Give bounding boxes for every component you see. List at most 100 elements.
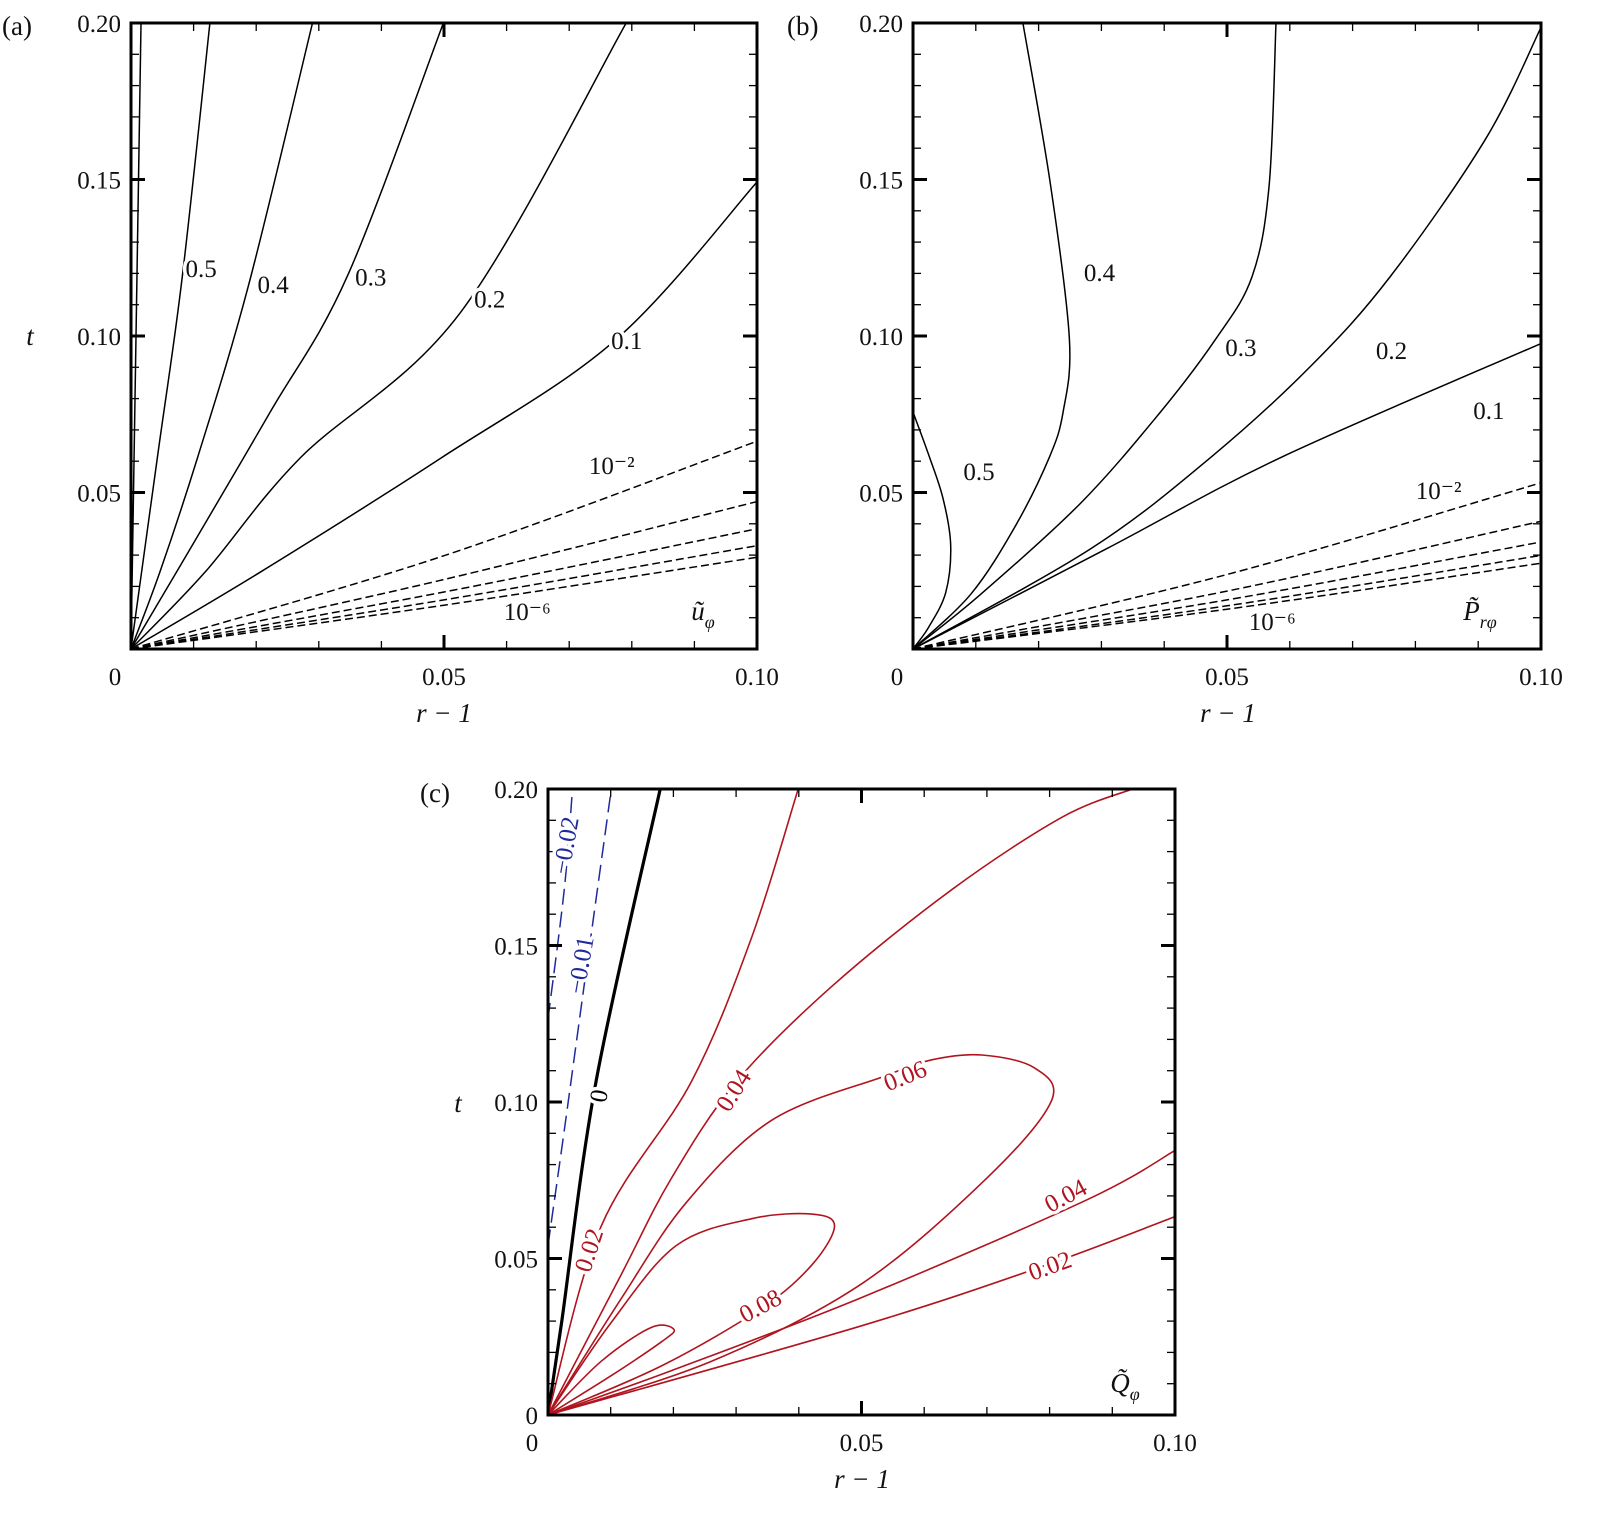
panel-b: 0 0.05 0.10 0.05 0.10 0.15 0.20 r − 1 (b) P̃rφ 0.5… — [787, 11, 1563, 728]
field-label-subscript: φ — [705, 612, 715, 632]
contour-line-5 — [913, 482, 1541, 649]
contour-line-8 — [131, 528, 757, 649]
contour-label: 0.3 — [355, 265, 386, 292]
field-label-subscript: rφ — [1480, 612, 1497, 632]
contour-line-8 — [913, 554, 1541, 649]
x-axis-title: r − 1 — [834, 1464, 890, 1494]
plot-frame — [546, 787, 1177, 1417]
contour-line-0 — [913, 411, 952, 649]
y-tick-label: 0.20 — [859, 11, 903, 38]
contour-lines — [913, 23, 1541, 649]
contour-line-3 — [131, 23, 445, 649]
contour-line-2 — [913, 23, 1277, 649]
field-label-base: Q̃ — [1110, 1368, 1130, 1398]
contour-label: 10⁻² — [1416, 478, 1462, 505]
contour-lines — [548, 789, 1175, 1415]
contour-label: 0.06 — [880, 1056, 931, 1097]
field-label: ũφ — [691, 596, 715, 632]
contour-label: 10⁻⁶ — [504, 599, 551, 626]
panel-a: 0 0.05 0.10 0.05 0.10 0.15 0.20 r − 1 t (a) ũφ 0.5 0… — [2, 11, 779, 728]
contour-label: −0.02 — [548, 815, 585, 877]
plot-frame — [129, 21, 759, 651]
y-tick-label: 0.10 — [77, 324, 121, 351]
contour-label: 0.02 — [1025, 1246, 1075, 1286]
x-tick-label: 0 — [891, 664, 904, 691]
x-tick-label: 0.10 — [1519, 664, 1563, 691]
panel-letter: (b) — [787, 11, 818, 41]
x-tick-label: 0.05 — [422, 664, 466, 691]
y-axis-title: t — [26, 321, 35, 351]
plot-frame — [911, 21, 1543, 651]
x-tick-label: 0.10 — [735, 664, 779, 691]
contour-line-4 — [913, 342, 1541, 649]
contour-line-0 — [548, 789, 574, 1019]
contour-label: −0.01 — [563, 934, 600, 996]
contour-line-7 — [548, 1324, 676, 1415]
x-axis-title: r − 1 — [416, 698, 472, 728]
contour-line-5 — [548, 1053, 1055, 1415]
field-label-base: P̃ — [1462, 596, 1480, 626]
contour-label: 0.1 — [611, 328, 642, 355]
contour-line-1 — [131, 23, 211, 649]
x-axis-title: r − 1 — [1200, 698, 1256, 728]
contour-label: 0.3 — [1225, 335, 1256, 362]
contour-line-2 — [548, 789, 662, 1415]
contour-label: 0.04 — [711, 1065, 757, 1117]
x-tick-label: 0.05 — [840, 1430, 884, 1457]
y-axis-title: t — [454, 1088, 463, 1118]
contour-line-8 — [548, 1149, 1175, 1415]
contour-label: 0.08 — [735, 1284, 786, 1328]
field-label: P̃rφ — [1462, 596, 1497, 632]
contour-line-5 — [131, 181, 757, 649]
contour-label: 0.4 — [257, 272, 289, 299]
contour-label: 0 — [585, 1088, 614, 1105]
y-tick-label: 0.05 — [77, 481, 121, 508]
panel-letter: (a) — [2, 11, 32, 41]
contour-line-2 — [131, 23, 314, 649]
y-tick-label: 0.10 — [494, 1090, 538, 1117]
y-tick-label: 0.15 — [494, 934, 538, 961]
contour-line-1 — [548, 789, 613, 1246]
contour-line-6 — [548, 1212, 836, 1415]
contour-label: 0.4 — [1084, 260, 1116, 287]
contour-label: 0.02 — [570, 1226, 609, 1276]
panel-letter: (c) — [420, 778, 450, 808]
x-tick-label: 0.05 — [1205, 664, 1249, 691]
contour-line-9 — [131, 544, 757, 649]
y-tick-label: 0.05 — [494, 1247, 538, 1274]
contour-line-9 — [913, 562, 1541, 649]
y-tick-label: 0.05 — [859, 481, 903, 508]
contour-label: 0.5 — [185, 256, 216, 283]
y-tick-label: 0.20 — [77, 11, 121, 38]
x-tick-label: 0 — [109, 664, 122, 691]
contour-label: 0.2 — [474, 286, 505, 313]
contour-line-4 — [131, 23, 627, 649]
contour-line-10 — [131, 556, 757, 649]
field-label-subscript: φ — [1130, 1384, 1140, 1404]
y-tick-label: 0.10 — [859, 324, 903, 351]
y-tick-label: 0.15 — [859, 168, 903, 195]
axis-ticks — [548, 789, 1175, 1415]
contour-line-7 — [131, 500, 757, 649]
x-tick-label: 0 — [526, 1430, 539, 1457]
contour-label: 0.1 — [1473, 398, 1504, 425]
contour-label: 0.2 — [1376, 338, 1407, 365]
contour-line-1 — [913, 23, 1071, 649]
contour-label: 10⁻⁶ — [1249, 609, 1296, 636]
contour-lines — [131, 23, 757, 649]
contour-label: 0.5 — [963, 459, 994, 486]
contour-line-9 — [548, 1215, 1175, 1415]
contour-line-3 — [913, 27, 1541, 649]
x-tick-label: 0.10 — [1153, 1430, 1197, 1457]
y-tick-label: 0 — [526, 1403, 539, 1430]
y-tick-label: 0.20 — [494, 777, 538, 804]
field-label-base: ũ — [691, 596, 705, 626]
field-label: Q̃φ — [1110, 1368, 1140, 1404]
contour-line-6 — [131, 440, 757, 649]
panel-c: 0 0.05 0.10 0 0.05 0.10 0.15 0.20 r − 1 t (c) Q̃φ 0 −… — [420, 777, 1197, 1494]
contour-line-4 — [548, 789, 1133, 1415]
contour-label: 10⁻² — [589, 453, 635, 480]
contour-line-6 — [913, 520, 1541, 649]
contour-line-3 — [548, 789, 799, 1415]
